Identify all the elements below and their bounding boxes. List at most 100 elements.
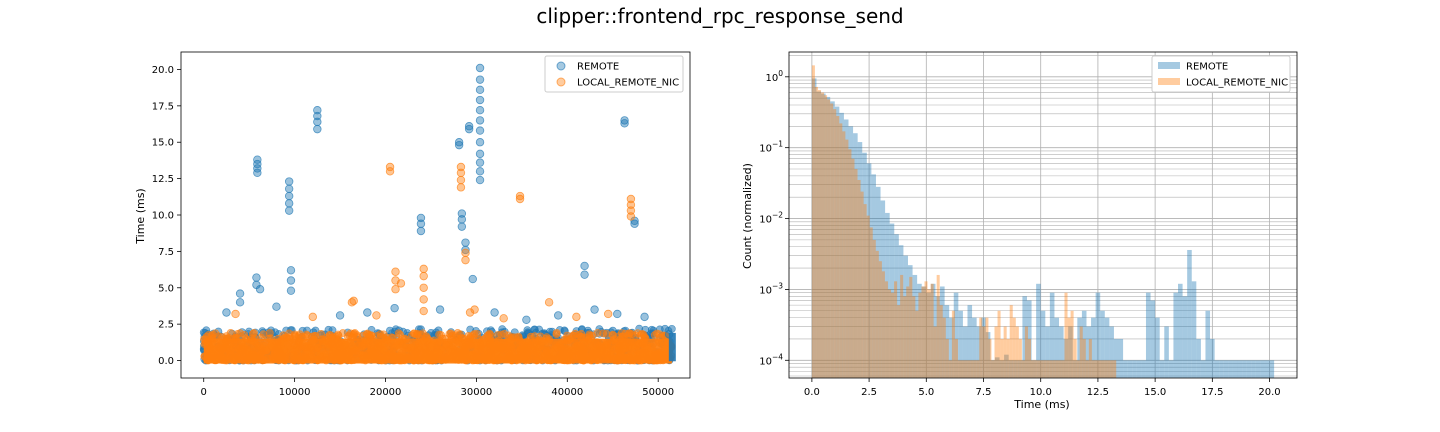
scatter-point-remote (475, 116, 485, 125)
scatter-point-remote (620, 116, 629, 125)
scatter-point-remote (222, 308, 231, 317)
scatter-point-remote (284, 206, 294, 215)
scatter-point-remote (235, 289, 245, 298)
scatter-point-remote (253, 159, 262, 169)
scatter-band-point (372, 332, 381, 340)
scatter-point-remote (416, 226, 426, 236)
scatter-point-local-remote-nic (499, 314, 508, 323)
scatter-point-remote (475, 167, 485, 176)
scatter-band-point (334, 330, 342, 339)
scatter-point-local-remote-nic (515, 194, 525, 204)
scatter-point-remote (475, 126, 485, 135)
scatter-point-remote (461, 238, 470, 247)
scatter-point-remote (475, 63, 485, 73)
scatter-point-local-remote-nic (419, 283, 428, 292)
scatter-legend-label-remote: REMOTE (577, 62, 619, 73)
scatter-point-remote (335, 311, 345, 320)
scatter-y-axis-label: Time (ms) (134, 188, 147, 244)
scatter-point-local-remote-nic (461, 255, 470, 265)
scatter-point-remote (580, 261, 589, 271)
scatter-point-remote (416, 219, 426, 228)
scatter-point-local-remote-nic (349, 296, 358, 306)
scatter-point-remote (284, 177, 294, 186)
scatter-point-local-remote-nic (391, 285, 400, 294)
scatter-point-remote (457, 222, 467, 231)
scatter-y-tick-label: 0.0 (158, 356, 174, 367)
scatter-point-remote (363, 308, 372, 317)
scatter-point-remote (313, 117, 322, 127)
scatter-point-remote (475, 175, 485, 185)
scatter-band-point (593, 329, 602, 337)
scatter-y-tick-label: 5.0 (158, 283, 174, 294)
scatter-point-local-remote-nic (465, 308, 475, 317)
scatter-point-local-remote-nic (419, 306, 428, 316)
scatter-point-local-remote-nic (626, 194, 636, 204)
scatter-point-local-remote-nic (385, 167, 395, 176)
scatter-point-remote (416, 213, 426, 223)
scatter-point-remote (272, 302, 281, 311)
scatter-point-remote (435, 305, 445, 314)
scatter-band-point (473, 330, 482, 338)
scatter-point-remote (284, 184, 294, 194)
scatter-point-remote (284, 191, 294, 201)
scatter-point-local-remote-nic (456, 168, 466, 177)
scatter-point-remote (457, 209, 467, 218)
scatter-point-remote (454, 138, 464, 147)
scatter-point-local-remote-nic (385, 162, 395, 172)
scatter-point-remote (468, 274, 477, 284)
scatter-band-point (652, 329, 661, 338)
scatter-point-remote (475, 85, 485, 95)
scatter-point-local-remote-nic (515, 191, 525, 201)
scatter-point-remote (475, 106, 485, 115)
scatter-point-local-remote-nic (396, 279, 406, 288)
scatter-point-local-remote-nic (456, 175, 466, 185)
scatter-legend: REMOTE LOCAL_REMOTE_NIC (544, 55, 684, 93)
scatter-band-point (575, 331, 583, 339)
scatter-y-tick-label: 12.5 (152, 174, 174, 185)
scatter-point-local-remote-nic (461, 248, 470, 258)
scatter-dense-edge-remote (668, 332, 676, 362)
scatter-point-local-remote-nic (419, 271, 428, 281)
scatter-band-point (608, 331, 617, 340)
scatter-point-remote (252, 273, 261, 282)
scatter-point-local-remote-nic (419, 295, 428, 304)
scatter-point-remote (253, 164, 262, 173)
scatter-point-remote (640, 312, 649, 322)
scatter-point-local-remote-nic (470, 305, 479, 314)
scatter-point-remote (590, 305, 599, 314)
scatter-point-remote (286, 286, 296, 295)
scatter-band-point (535, 325, 544, 334)
scatter-y-tick-label: 10.0 (152, 211, 174, 222)
scatter-point-local-remote-nic (391, 267, 400, 276)
figure-title: clipper::frontend_rpc_response_send (536, 4, 904, 28)
scatter-band-point (435, 330, 444, 339)
scatter-point-remote (664, 330, 674, 339)
scatter-band-point (285, 329, 294, 338)
scatter-point-remote (464, 124, 474, 134)
scatter-point-remote (613, 309, 622, 319)
scatter-point-remote (253, 155, 262, 164)
scatter-point-local-remote-nic (544, 298, 554, 307)
scatter-point-remote (454, 140, 464, 150)
scatter-point-remote (490, 308, 499, 317)
scatter-point-remote (554, 311, 563, 320)
scatter-y-tick-label: 2.5 (158, 320, 174, 331)
scatter-point-local-remote-nic (626, 200, 636, 210)
scatter-x-tick-label: 30000 (460, 387, 492, 398)
scatter-point-local-remote-nic (626, 206, 636, 215)
scatter-point-local-remote-nic (231, 309, 240, 319)
scatter-legend-marker-local-remote-nic (556, 77, 566, 87)
scatter-band-point (317, 330, 325, 338)
scatter-band-point (445, 329, 454, 338)
scatter-point-remote (464, 122, 474, 131)
scatter-y-tick-label: 20.0 (152, 65, 174, 76)
scatter-x-tick-label: 0 (201, 387, 207, 398)
scatter-point-remote (253, 168, 262, 177)
scatter-band-point (394, 329, 403, 338)
scatter-point-local-remote-nic (456, 183, 466, 192)
scatter-point-remote (286, 266, 296, 275)
scatter-point-remote (475, 158, 485, 167)
scatter-dense-core (203, 338, 672, 364)
